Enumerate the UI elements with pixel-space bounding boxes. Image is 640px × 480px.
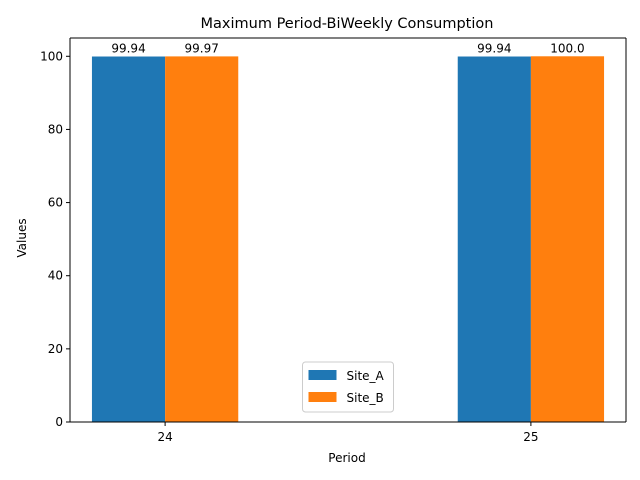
x-tick-label: 24 [157, 430, 172, 444]
legend-label: Site_A [347, 369, 385, 383]
y-tick-label: 20 [48, 342, 63, 356]
legend-swatch-site-b [308, 392, 337, 402]
y-tick-label: 80 [48, 122, 63, 136]
chart-title: Maximum Period-BiWeekly Consumption [201, 16, 494, 32]
bar-site-b-24 [165, 56, 239, 423]
data-label: 99.94 [477, 42, 511, 56]
data-label: 99.94 [111, 42, 145, 56]
data-label: 99.97 [185, 41, 219, 55]
y-tick-label: 60 [48, 196, 63, 210]
bar-site-a-25 [457, 56, 531, 423]
y-tick-label: 100 [40, 49, 63, 63]
x-tick-label: 25 [523, 430, 538, 444]
y-axis-label: Values [15, 218, 29, 257]
y-tick-label: 0 [55, 415, 63, 429]
x-axis-label: Period [328, 451, 365, 465]
bar-site-a-24 [91, 56, 166, 423]
y-tick-label: 40 [48, 269, 63, 283]
legend-swatch-site-a [308, 370, 337, 380]
data-label: 100.0 [550, 41, 584, 55]
legend: Site_A Site_B [302, 361, 394, 413]
plot-area: 99.94 99.94 99.97 100.0 0 20 40 60 80 100 24 25 Site… [40, 37, 627, 444]
legend-label: Site_B [347, 391, 384, 405]
bar-site-b-25 [530, 56, 605, 423]
